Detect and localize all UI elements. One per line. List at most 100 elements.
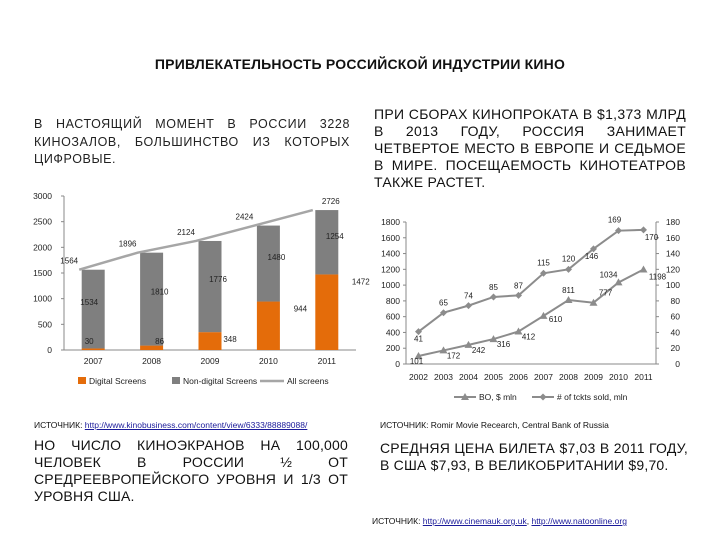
- source-bottom-link-natoonline[interactable]: http://www.natoonline.org: [531, 516, 627, 526]
- source-left-link[interactable]: http://www.kinobusiness.com/content/view…: [84, 420, 308, 430]
- tickets-y-tick-label: 20: [671, 343, 681, 353]
- non-digital-screens-bar: [81, 269, 105, 349]
- bo-point: [589, 298, 598, 306]
- screens-chart-axes: 0 500 1000 1500 2000 2500 3000 2007 2008 2009 2010…: [33, 191, 356, 366]
- tickets-y-tick-label: 120: [666, 264, 680, 274]
- screens-chart-legend: Digital Screens Non-digital Screens All sc…: [78, 376, 329, 386]
- digital-screens-label: 30: [85, 337, 94, 346]
- tickets-line: [417, 228, 644, 333]
- source-left-label: ИСТОЧНИК:: [34, 420, 85, 430]
- screens-x-tick-label: 2009: [201, 356, 220, 366]
- ticket-price-statement: СРЕДНЯЯ ЦЕНА БИЛЕТА $7,03 В 2011 ГОДУ, В…: [380, 440, 688, 473]
- tickets-data-label: 85: [489, 283, 498, 292]
- all-screens-label: 1896: [119, 240, 137, 249]
- tickets-y-tick-label: 180: [666, 217, 680, 227]
- bo-x-tick-label: 2010: [609, 372, 628, 382]
- tickets-y-tick-label: 100: [666, 280, 680, 290]
- bo-data-label: 316: [497, 340, 511, 349]
- legend-bo-label: BO, $ mln: [479, 392, 517, 402]
- bo-y-tick-label: 1200: [381, 264, 400, 274]
- tickets-data-label: 87: [514, 281, 523, 290]
- screens-x-tick-label: 2007: [84, 356, 103, 366]
- bo-x-tick-label: 2006: [509, 372, 528, 382]
- bo-x-tick-label: 2002: [409, 372, 428, 382]
- tickets-data-label: 169: [608, 216, 622, 225]
- source-bottom-link-cinemauk[interactable]: http://www.cinemauk.org.uk: [422, 516, 527, 526]
- source-bottom-label: ИСТОЧНИК:: [372, 516, 423, 526]
- box-office-statement: ПРИ СБОРАХ КИНОПРОКАТА В $1,373 МЛРД В 2…: [374, 106, 686, 190]
- screens-x-tick-label: 2011: [318, 356, 337, 366]
- bo-y-tick-label: 1400: [381, 249, 400, 259]
- legend-digital-swatch: [78, 377, 86, 384]
- screens-chart-data-labels: 30 86 348 944 1472 1534 1810 1776 1480 1254 1564 18…: [60, 197, 370, 346]
- non-digital-screens-bar: [198, 240, 222, 333]
- bo-line: [418, 268, 644, 358]
- legend-non-digital-swatch: [172, 377, 180, 384]
- all-screens-label: 2726: [322, 197, 340, 206]
- screens-chart-bars: [81, 210, 339, 350]
- digital-screens-bar: [81, 348, 105, 350]
- screens-y-tick-label: 1000: [33, 294, 52, 304]
- tickets-y-tick-label: 40: [671, 327, 681, 337]
- bo-x-tick-label: 2007: [534, 372, 553, 382]
- tickets-point: [615, 227, 622, 235]
- legend-non-digital-label: Non-digital Screens: [183, 376, 257, 386]
- bo-y-tick-label: 1800: [381, 217, 400, 227]
- screens-x-tick-label: 2008: [142, 356, 161, 366]
- bo-x-tick-label: 2008: [559, 372, 578, 382]
- screens-y-tick-label: 0: [47, 345, 52, 355]
- tickets-data-label: 74: [464, 292, 473, 301]
- digital-screens-label: 944: [294, 305, 308, 314]
- tickets-point: [490, 293, 497, 301]
- non-digital-screens-bar: [256, 225, 280, 302]
- bo-point: [564, 296, 573, 304]
- box-office-chart-lines: [414, 226, 648, 360]
- tickets-data-label: 65: [439, 299, 448, 308]
- all-screens-line: [78, 208, 314, 271]
- bo-point: [614, 278, 623, 286]
- tickets-point: [415, 328, 422, 336]
- bo-y-tick-label: 800: [386, 296, 400, 306]
- bo-y-tick-label: 0: [395, 359, 400, 369]
- bo-x-tick-label: 2009: [584, 372, 603, 382]
- bo-point: [464, 340, 473, 348]
- bo-x-tick-label: 2004: [459, 372, 478, 382]
- legend-tickets-marker: [539, 393, 547, 401]
- source-right: ИСТОЧНИК: Romir Movie Recearch, Central …: [380, 420, 609, 430]
- slide-title: ПРИВЛЕКАТЕЛЬНОСТЬ РОССИЙСКОЙ ИНДУСТРИИ К…: [154, 56, 566, 72]
- all-screens-label: 1564: [60, 257, 78, 266]
- bo-point: [514, 327, 523, 335]
- screens-y-tick-label: 2500: [33, 217, 52, 227]
- non-digital-screens-bar: [140, 252, 164, 346]
- bo-data-label: 777: [599, 289, 613, 298]
- bo-data-label: 412: [522, 332, 536, 341]
- screens-statement: В НАСТОЯЩИЙ МОМЕНТ В РОССИИ 3228 КИНОЗАЛ…: [34, 117, 350, 166]
- non-digital-screens-label: 1254: [326, 232, 344, 241]
- non-digital-screens-bar: [315, 210, 339, 275]
- bo-data-label: 610: [549, 315, 563, 324]
- tickets-y-tick-label: 160: [666, 233, 680, 243]
- bo-data-label: 1198: [649, 272, 667, 281]
- bo-data-label: 172: [447, 351, 461, 360]
- tickets-y-tick-label: 60: [671, 312, 681, 322]
- bo-y-tick-label: 400: [386, 327, 400, 337]
- bo-data-label: 811: [562, 286, 575, 295]
- bo-y-tick-label: 1600: [381, 233, 400, 243]
- non-digital-screens-label: 1776: [209, 275, 227, 284]
- bo-point: [414, 352, 423, 360]
- source-left: ИСТОЧНИК: http://www.kinobusiness.com/co…: [34, 420, 307, 430]
- box-office-chart: 0 200 400 600 800 1000 1200 1400 1600 1800 0 20 40 60…: [381, 216, 680, 402]
- screens-y-tick-label: 500: [38, 319, 52, 329]
- digital-screens-bar: [315, 274, 339, 350]
- box-office-chart-legend: BO, $ mln # of tckts sold, mln: [454, 392, 628, 402]
- tickets-y-tick-label: 0: [675, 359, 680, 369]
- tickets-point: [640, 226, 647, 234]
- tickets-point: [565, 265, 572, 273]
- digital-screens-bar: [256, 301, 280, 350]
- all-screens-label: 2424: [236, 213, 254, 222]
- tickets-point: [515, 291, 522, 299]
- tickets-data-label: 115: [537, 258, 550, 267]
- non-digital-screens-label: 1534: [80, 298, 98, 307]
- box-office-chart-axes: 0 200 400 600 800 1000 1200 1400 1600 1800 0 20 40 60…: [381, 217, 680, 382]
- tickets-point: [465, 302, 472, 310]
